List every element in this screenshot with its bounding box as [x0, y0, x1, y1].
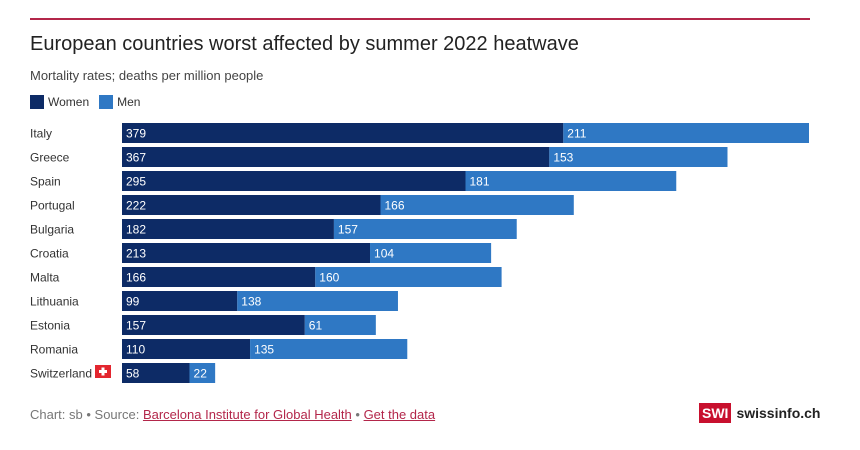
- footer-separator: •: [351, 407, 364, 422]
- value-label-men-lithuania: 138: [241, 295, 261, 309]
- value-label-men-portugal: 166: [384, 199, 404, 213]
- value-label-women-spain: 295: [126, 175, 146, 189]
- value-label-men-romania: 135: [254, 343, 274, 357]
- legend-swatch-men: [99, 95, 114, 109]
- bar-men-spain[interactable]: [465, 171, 677, 191]
- bar-women-lithuania[interactable]: [122, 291, 238, 311]
- legend-label-women: Women: [48, 95, 90, 109]
- legend-label-men: Men: [117, 95, 141, 109]
- bar-men-lithuania[interactable]: [237, 291, 398, 311]
- value-label-women-croatia: 213: [126, 247, 146, 261]
- value-label-men-estonia: 61: [309, 319, 323, 333]
- value-label-women-lithuania: 99: [126, 295, 140, 309]
- category-label-bulgaria: Bulgaria: [30, 223, 74, 237]
- bar-chart: Italy 379 211 Greece 367 153 Spain 295 181 Portug…: [30, 123, 809, 383]
- bar-women-italy[interactable]: [122, 123, 564, 143]
- value-label-men-malta: 160: [319, 271, 339, 285]
- legend-swatch-women: [30, 95, 44, 109]
- legend: Women Men: [30, 95, 140, 109]
- bar-women-spain[interactable]: [122, 171, 466, 191]
- category-label-switzerland: Switzerland: [30, 367, 92, 381]
- category-label-romania: Romania: [30, 343, 78, 357]
- bar-women-romania[interactable]: [122, 339, 251, 359]
- category-label-lithuania: Lithuania: [30, 295, 79, 309]
- bar-women-bulgaria[interactable]: [122, 219, 334, 239]
- chart-subtitle: Mortality rates; deaths per million peop…: [30, 68, 264, 83]
- top-accent-line: [30, 18, 810, 20]
- footer-credit: Chart: sb • Source:: [30, 407, 143, 422]
- chart-footer: Chart: sb • Source: Barcelona Institute …: [30, 407, 435, 422]
- category-label-portugal: Portugal: [30, 199, 75, 213]
- category-label-greece: Greece: [30, 151, 70, 165]
- bar-women-croatia[interactable]: [122, 243, 371, 263]
- get-data-link[interactable]: Get the data: [363, 407, 436, 422]
- category-label-malta: Malta: [30, 271, 60, 285]
- bar-men-malta[interactable]: [315, 267, 502, 287]
- legend-item-women: Women: [30, 95, 89, 109]
- bar-women-malta[interactable]: [122, 267, 316, 287]
- value-label-women-malta: 166: [126, 271, 146, 285]
- bar-men-bulgaria[interactable]: [333, 219, 517, 239]
- bar-men-greece[interactable]: [549, 147, 728, 167]
- category-label-spain: Spain: [30, 175, 61, 189]
- value-label-women-estonia: 157: [126, 319, 146, 333]
- value-label-men-spain: 181: [470, 175, 490, 189]
- source-link[interactable]: Barcelona Institute for Global Health: [142, 407, 352, 422]
- value-label-men-switzerland: 22: [194, 367, 208, 381]
- value-label-women-greece: 367: [126, 151, 146, 165]
- legend-item-men: Men: [99, 95, 140, 109]
- value-label-women-portugal: 222: [126, 199, 146, 213]
- bar-women-greece[interactable]: [122, 147, 550, 167]
- value-label-women-italy: 379: [126, 127, 146, 141]
- bar-women-switzerland[interactable]: [122, 363, 190, 383]
- value-label-men-greece: 153: [553, 151, 573, 165]
- chart-title: European countries worst affected by sum…: [30, 33, 579, 55]
- swissinfo-logo[interactable]: SWI swissinfo.ch: [699, 403, 820, 423]
- category-label-estonia: Estonia: [30, 319, 70, 333]
- bar-men-croatia[interactable]: [370, 243, 492, 263]
- bar-men-portugal[interactable]: [380, 195, 574, 215]
- category-label-croatia: Croatia: [30, 247, 69, 261]
- brand-name: swissinfo.ch: [736, 405, 821, 421]
- bar-men-italy[interactable]: [563, 123, 809, 143]
- value-label-women-bulgaria: 182: [126, 223, 146, 237]
- bar-men-estonia[interactable]: [304, 315, 376, 335]
- value-label-men-italy: 211: [567, 127, 586, 141]
- value-label-women-romania: 110: [126, 343, 145, 357]
- bar-women-portugal[interactable]: [122, 195, 381, 215]
- bar-men-switzerland[interactable]: [189, 363, 216, 383]
- swiss-flag-icon: [95, 365, 111, 378]
- bar-men-romania[interactable]: [250, 339, 408, 359]
- category-label-italy: Italy: [30, 127, 52, 141]
- swi-badge: SWI: [699, 403, 732, 423]
- value-label-men-bulgaria: 157: [338, 223, 358, 237]
- value-label-women-switzerland: 58: [126, 367, 140, 381]
- bar-women-estonia[interactable]: [122, 315, 305, 335]
- value-label-men-croatia: 104: [374, 247, 394, 261]
